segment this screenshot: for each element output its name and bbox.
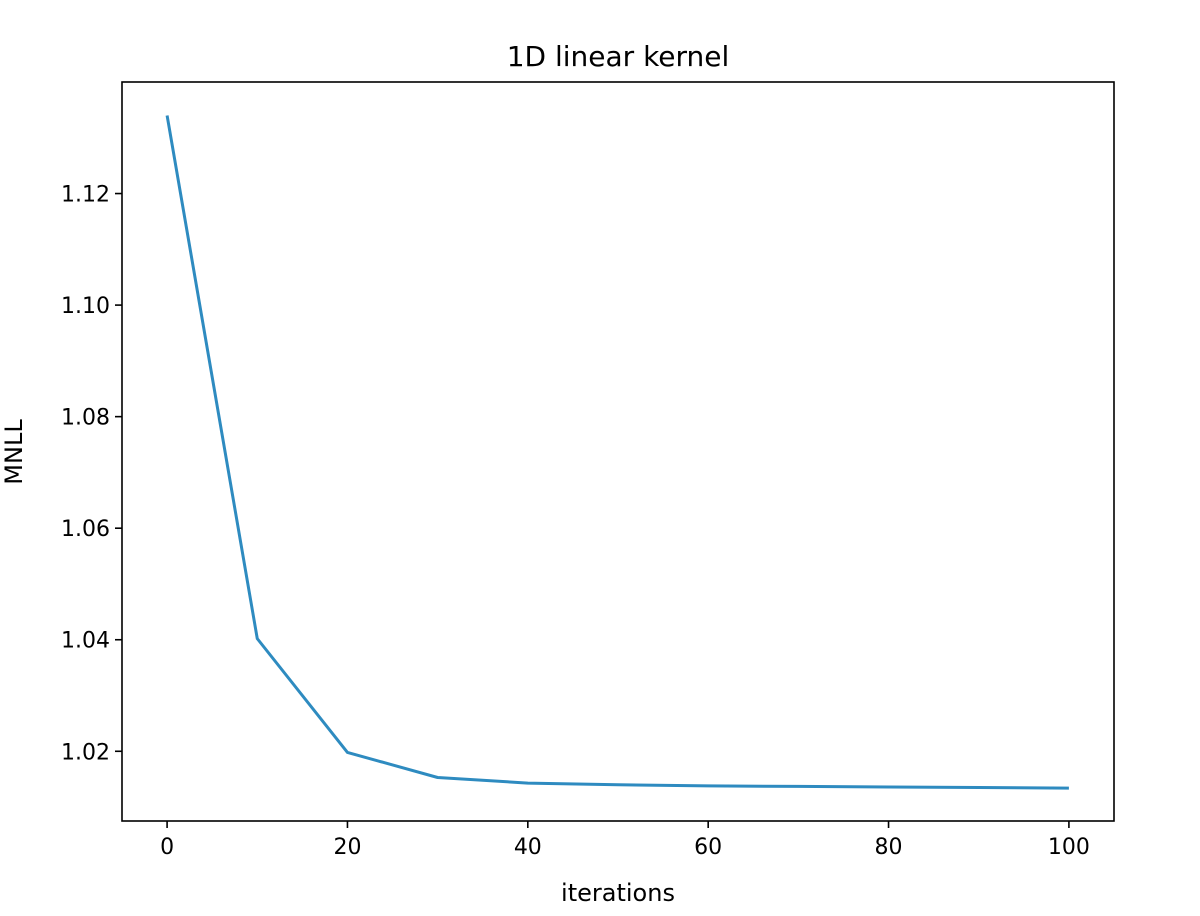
y-axis: 1.02 1.04 1.06 1.08 1.10 1.12	[61, 183, 122, 765]
x-tick-label: 80	[875, 835, 903, 860]
y-tick-label: 1.02	[61, 740, 110, 765]
y-axis-label: MNLL	[0, 419, 28, 485]
chart-title: 1D linear kernel	[507, 40, 730, 73]
x-tick-label: 40	[514, 835, 542, 860]
y-tick-label: 1.06	[61, 517, 110, 542]
series-layer	[165, 115, 1069, 790]
series-line	[165, 115, 1069, 790]
x-tick-label: 60	[694, 835, 722, 860]
plot-area	[121, 81, 1115, 822]
y-tick-label: 1.12	[61, 183, 110, 208]
x-axis: 0 20 40 60 80 100	[160, 821, 1090, 860]
y-tick-label: 1.08	[61, 406, 110, 431]
y-tick-label: 1.04	[61, 629, 110, 654]
x-tick-label: 0	[160, 835, 174, 860]
x-axis-label: iterations	[561, 879, 675, 907]
x-tick-label: 100	[1048, 835, 1090, 860]
y-tick-label: 1.10	[61, 294, 110, 319]
x-tick-label: 20	[333, 835, 361, 860]
